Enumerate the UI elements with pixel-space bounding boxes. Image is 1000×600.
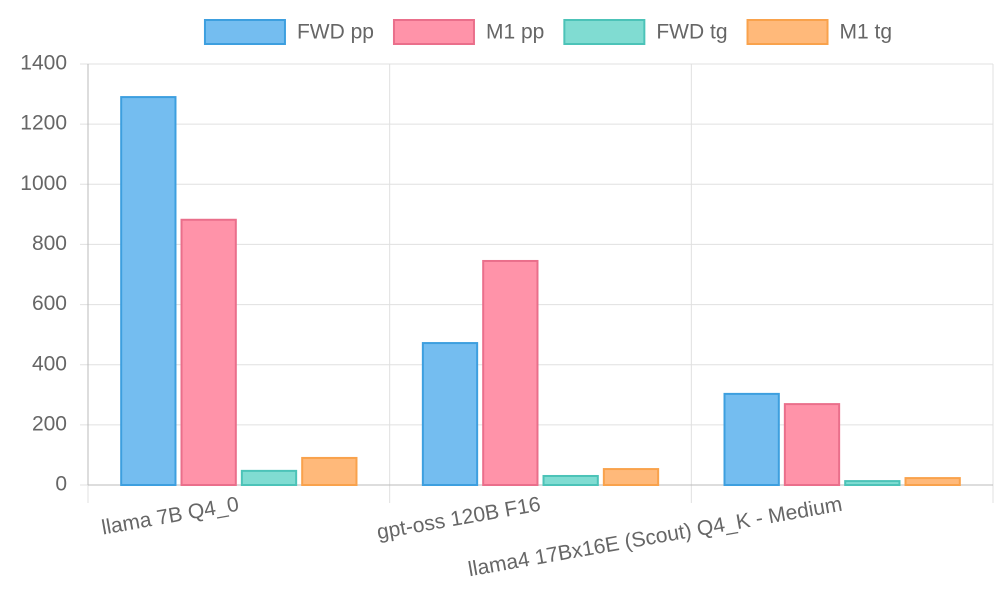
bar (180, 218, 237, 487)
y-tick-label: 1200 (20, 112, 67, 135)
bar (542, 474, 599, 487)
y-tick-label: 600 (32, 292, 67, 315)
y-tick-label: 0 (55, 473, 67, 496)
y-tick-label: 1400 (20, 52, 67, 75)
legend: FWD pp M1 pp FWD tg M1 tg (203, 19, 893, 45)
x-tick-label: gpt-oss 120B F16 (375, 493, 542, 544)
legend-swatch (203, 19, 286, 45)
bar (301, 456, 358, 486)
legend-swatch (563, 19, 646, 45)
y-tick-label: 400 (32, 352, 67, 375)
bar (421, 342, 479, 487)
bar (482, 259, 539, 487)
bar (120, 96, 177, 486)
legend-label: FWD tg (656, 21, 727, 44)
bar (602, 468, 660, 486)
legend-label: M1 pp (486, 21, 544, 44)
bar (844, 480, 901, 487)
bar (240, 469, 298, 486)
x-tick-label: llama 7B Q4_0 (100, 493, 241, 540)
legend-swatch (746, 19, 829, 45)
y-tick-label: 800 (32, 232, 67, 255)
bar (723, 392, 780, 487)
legend-label: FWD pp (297, 21, 374, 44)
bar (783, 403, 841, 486)
y-tick-label: 200 (32, 412, 67, 435)
y-tick-label: 1000 (20, 172, 67, 195)
bar (904, 477, 961, 486)
legend-label: M1 tg (840, 21, 893, 44)
legend-swatch (392, 19, 475, 45)
